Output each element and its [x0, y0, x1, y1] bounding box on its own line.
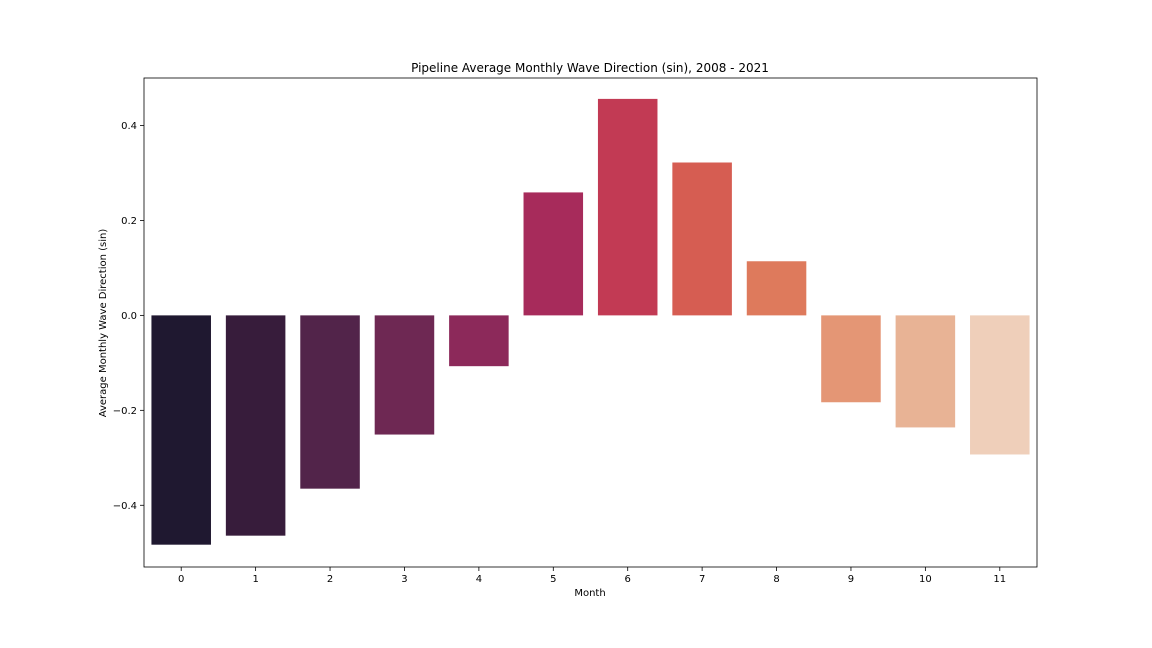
bar-month-5	[523, 192, 584, 316]
bar-month-4	[449, 315, 509, 367]
bars-group	[151, 98, 1030, 545]
x-axis: 0 1 2 3 4 5 6 7 8 9 10 11	[178, 567, 1006, 585]
x-tick-label: 0	[178, 574, 184, 585]
bar-month-9	[821, 315, 881, 403]
x-tick-label: 3	[401, 574, 407, 585]
x-tick-label: 5	[550, 574, 556, 585]
bar-month-2	[300, 315, 360, 489]
bar-month-8	[746, 261, 807, 316]
y-axis-label: Average Monthly Wave Direction (sin)	[98, 229, 109, 418]
x-tick-label: 2	[327, 574, 333, 585]
x-tick-label: 10	[919, 574, 932, 585]
x-tick-label: 6	[625, 574, 631, 585]
x-tick-label: 11	[993, 574, 1006, 585]
x-axis-label: Month	[574, 588, 605, 599]
bar-month-11	[970, 315, 1030, 455]
bar-month-10	[895, 315, 956, 428]
bar-month-6	[597, 98, 658, 316]
x-tick-label: 9	[848, 574, 854, 585]
y-tick-label: 0.2	[121, 216, 137, 227]
x-tick-label: 7	[699, 574, 705, 585]
y-tick-label: −0.2	[113, 406, 137, 417]
chart-title: Pipeline Average Monthly Wave Direction …	[411, 61, 769, 75]
x-tick-label: 4	[476, 574, 482, 585]
bar-month-0	[151, 315, 211, 545]
y-tick-label: 0.0	[121, 311, 137, 322]
y-axis: −0.4 −0.2 0.0 0.2 0.4	[113, 121, 144, 512]
x-tick-label: 8	[773, 574, 779, 585]
y-tick-label: 0.4	[121, 121, 137, 132]
plot-frame	[143, 77, 1038, 568]
bar-month-3	[374, 315, 435, 435]
bar-month-1	[225, 315, 286, 536]
y-tick-label: −0.4	[113, 501, 137, 512]
bar-month-7	[672, 162, 732, 316]
x-tick-label: 1	[252, 574, 258, 585]
